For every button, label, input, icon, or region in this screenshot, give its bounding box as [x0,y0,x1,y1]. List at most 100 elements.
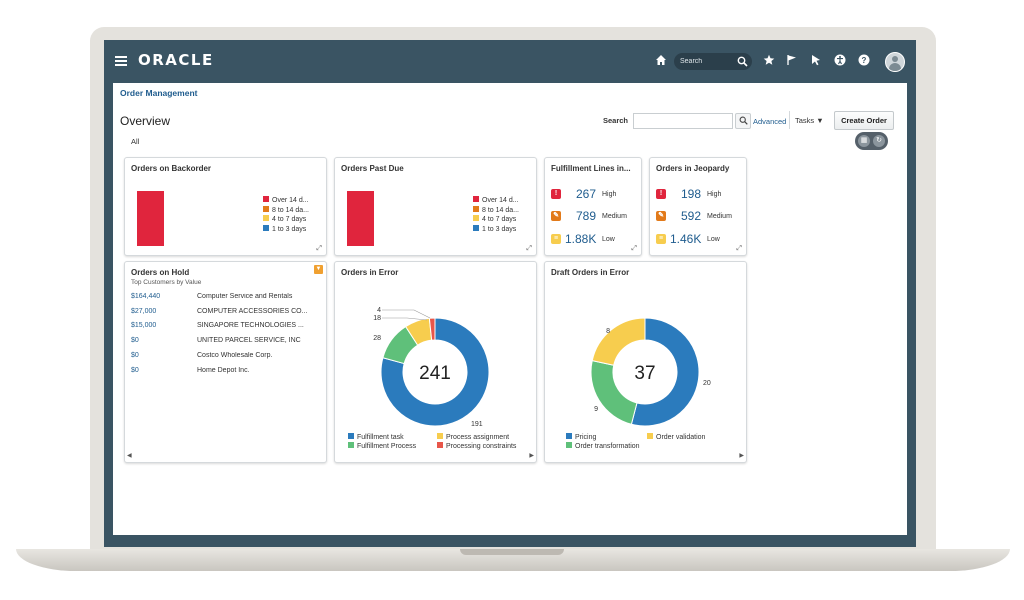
priority-row-high[interactable]: ! 198 High [656,187,742,205]
orders-in-jeopardy-card[interactable]: Orders in Jeopardy ! 198 High ✎ 592 Medi… [649,157,747,256]
hold-customer-row[interactable]: $27,000 COMPUTER ACCESSORIES CO... [131,308,321,320]
legend-swatch-yellow [437,433,443,439]
count-value[interactable]: 198 [681,187,702,201]
legend-item: 8 to 14 da... [473,205,519,216]
hold-customer-row[interactable]: $0 Home Depot Inc. [131,367,321,379]
expand-icon[interactable]: ⤢ [526,245,532,252]
expand-icon[interactable]: ⤢ [736,245,742,252]
favorites-star-icon[interactable] [762,54,776,68]
count-value[interactable]: 789 [576,209,597,223]
hold-customer-row[interactable]: $0 UNITED PARCEL SERVICE, INC [131,337,321,349]
chart-legend: Process assignment Processing constraint… [437,433,516,451]
donut-total: 241 [419,363,451,384]
hold-amount-link[interactable]: $0 [131,337,139,345]
refresh-view-icon[interactable]: ↻ [873,135,885,147]
fulfillment-lines-card[interactable]: Fulfillment Lines in... ! 267 High ✎ 789… [544,157,642,256]
breadcrumb-order-management[interactable]: Order Management [120,88,198,98]
draft-orders-in-error-donut-chart[interactable]: 37 20 9 8 [545,280,746,440]
global-search-input[interactable] [680,55,734,67]
data-label: 4 [377,307,381,314]
orders-in-error-donut-chart[interactable]: 241 191 28 184 [335,280,536,440]
data-label: 28 [373,335,381,342]
filter-tab-all[interactable]: All [131,137,140,146]
priority-label: Low [602,236,615,243]
scroll-right-icon[interactable]: ▶ [739,453,744,459]
orders-on-backorder-card[interactable]: Orders on Backorder Over 14 d... 8 to 14… [124,157,327,256]
oracle-logo[interactable]: ORACLE [138,51,214,69]
priority-label: Medium [707,213,732,220]
donut-slice-processing-constraints[interactable] [428,317,436,341]
count-value[interactable]: 592 [681,209,702,223]
legend-label: Order validation [656,434,706,441]
menu-icon[interactable] [115,56,127,66]
draft-orders-in-error-card[interactable]: Draft Orders in Error 37 20 9 8 Pricing Ord… [544,261,747,463]
hold-amount-link[interactable]: $0 [131,366,139,374]
donut-slice-pricing[interactable] [630,317,700,427]
legend-item: 1 to 3 days [263,224,309,235]
hold-customer-name: Computer Service and Rentals [197,293,293,300]
watchlist-flag-icon[interactable] [785,54,799,68]
legend-label: Fulfillment Process [357,443,417,450]
dropdown-icon[interactable]: ▼ [314,265,323,274]
card-subtitle: Top Customers by Value [131,279,202,286]
grid-view-icon[interactable]: ▦ [858,135,870,147]
donut-slice-fulfillment-task[interactable] [380,317,490,427]
orders-past-due-card[interactable]: Orders Past Due Over 14 d... 8 to 14 da.… [334,157,537,256]
hold-amount-link[interactable]: $0 [131,351,139,359]
scroll-right-icon[interactable]: ▶ [529,453,534,459]
pointer-icon[interactable] [809,54,823,68]
expand-icon[interactable]: ⤢ [631,245,637,252]
count-value[interactable]: 1.46K [670,232,702,246]
data-label: 20 [703,380,711,387]
order-search-input[interactable] [633,113,733,129]
laptop-notch [460,549,564,555]
legend-swatch-yellow [473,215,479,221]
donut-slice-order-validation[interactable] [591,317,646,366]
chart-bar-over-14-days[interactable] [347,191,374,246]
priority-row-medium[interactable]: ✎ 592 Medium [656,209,742,227]
legend-item: 4 to 7 days [473,215,519,225]
view-toggle[interactable]: ▦ ↻ [855,132,888,150]
expand-icon[interactable]: ⤢ [316,245,322,252]
donut-slice-order-transformation[interactable] [590,360,638,425]
priority-row-medium[interactable]: ✎ 789 Medium [551,209,637,227]
hold-customer-row[interactable]: $0 Costco Wholesale Corp. [131,352,321,364]
global-search[interactable] [674,53,752,70]
priority-row-low[interactable]: ≡ 1.46K Low [656,232,742,250]
count-value[interactable]: 1.88K [565,232,597,246]
card-title: Draft Orders in Error [551,268,630,277]
hold-amount-link[interactable]: $164,440 [131,293,161,300]
legend-item: 1 to 3 days [473,224,519,235]
priority-row-high[interactable]: ! 267 High [551,187,637,205]
count-value[interactable]: 267 [576,187,597,201]
create-order-button[interactable]: Create Order [834,111,894,130]
hold-customer-row[interactable]: $164,440 Computer Service and Rentals [131,293,321,305]
help-icon[interactable]: ? [857,54,871,68]
legend-swatch-blue [473,224,479,231]
legend-swatch-red [473,196,479,202]
tasks-menu[interactable]: Tasks ▼ [795,116,824,125]
legend-item: 4 to 7 days [263,215,309,225]
priority-label: Medium [602,213,627,220]
orders-in-error-card[interactable]: Orders in Error 241 191 28 18 4 Fulfillment … [334,261,537,463]
card-title: Orders on Hold [131,268,190,277]
hold-amount-link[interactable]: $15,000 [131,322,157,330]
search-button[interactable] [735,113,751,129]
user-avatar[interactable] [885,52,905,72]
toolbar-divider [789,111,790,129]
data-label: 9 [594,406,598,413]
scroll-left-icon[interactable]: ◀ [127,453,132,459]
hold-customer-row[interactable]: $15,000 SINGAPORE TECHNOLOGIES ... [131,322,321,334]
chart-bar-over-14-days[interactable] [137,191,164,246]
hold-amount-link[interactable]: $27,000 [131,307,157,315]
orders-on-hold-card[interactable]: Orders on Hold Top Customers by Value ▼ … [124,261,327,463]
card-title: Orders Past Due [341,164,404,173]
accessibility-icon[interactable] [833,54,847,68]
advanced-search-link[interactable]: Advanced [753,117,787,126]
legend-label: Process assignment [446,434,510,441]
card-title: Orders in Jeopardy [656,164,730,173]
search-icon[interactable] [737,54,748,72]
home-icon[interactable] [654,54,668,68]
hold-customer-name: Home Depot Inc. [197,366,250,374]
priority-row-low[interactable]: ≡ 1.88K Low [551,232,637,250]
